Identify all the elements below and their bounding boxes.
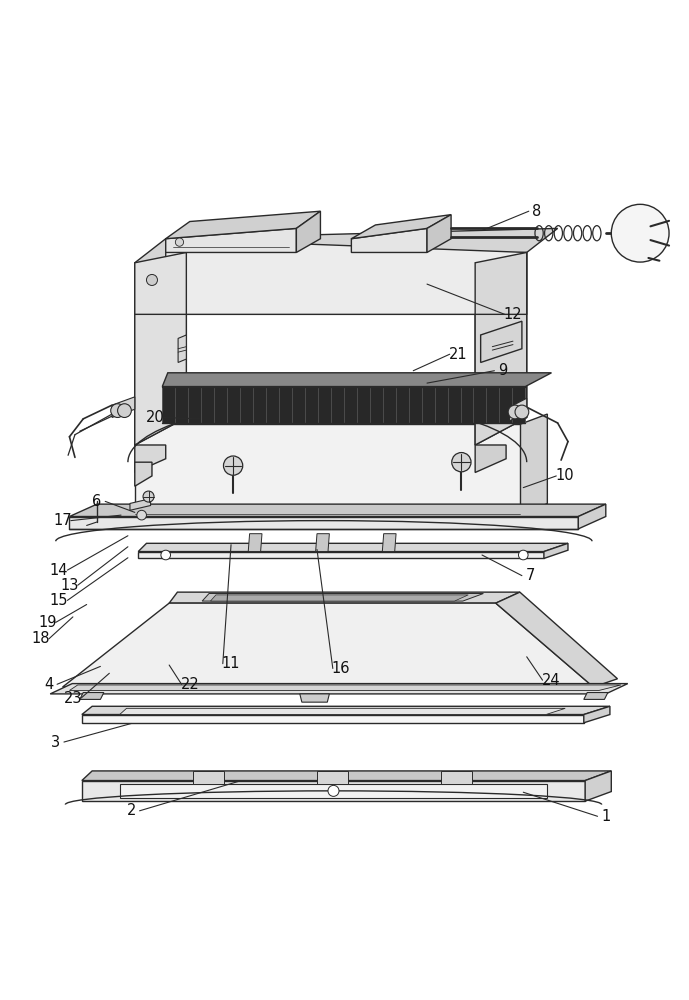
Text: 3: 3 [51, 735, 60, 750]
Polygon shape [166, 228, 296, 252]
Text: 17: 17 [53, 513, 72, 528]
Circle shape [143, 491, 154, 502]
Circle shape [611, 204, 669, 262]
Text: 22: 22 [181, 677, 199, 692]
Polygon shape [135, 252, 526, 314]
Polygon shape [80, 693, 104, 699]
Polygon shape [202, 594, 484, 601]
Polygon shape [135, 462, 152, 486]
Circle shape [328, 785, 339, 796]
Polygon shape [441, 771, 472, 784]
Polygon shape [166, 239, 526, 314]
Polygon shape [163, 387, 525, 423]
Text: 1: 1 [601, 809, 610, 824]
Polygon shape [63, 603, 593, 687]
Polygon shape [578, 504, 606, 529]
Text: 18: 18 [31, 631, 50, 646]
Polygon shape [351, 215, 451, 239]
Polygon shape [481, 321, 522, 362]
Polygon shape [300, 694, 329, 702]
Polygon shape [82, 715, 584, 723]
Polygon shape [510, 398, 526, 421]
Text: 24: 24 [542, 673, 560, 688]
Circle shape [147, 274, 158, 285]
Polygon shape [120, 708, 565, 715]
Text: 6: 6 [92, 494, 101, 509]
Polygon shape [135, 424, 520, 517]
Polygon shape [584, 693, 608, 699]
Polygon shape [475, 445, 506, 472]
Polygon shape [135, 431, 475, 446]
Polygon shape [166, 211, 320, 239]
Circle shape [515, 405, 528, 419]
Text: 15: 15 [50, 593, 68, 608]
Polygon shape [135, 252, 186, 445]
Polygon shape [544, 543, 568, 558]
Circle shape [118, 404, 132, 417]
Circle shape [111, 404, 125, 417]
Text: 21: 21 [449, 347, 467, 362]
Text: 2: 2 [127, 803, 136, 818]
Polygon shape [316, 534, 329, 552]
Polygon shape [248, 534, 262, 552]
Polygon shape [135, 314, 186, 445]
Circle shape [137, 510, 147, 520]
Text: 12: 12 [504, 307, 522, 322]
Polygon shape [520, 414, 547, 517]
Polygon shape [427, 215, 451, 252]
Polygon shape [169, 592, 520, 603]
Polygon shape [70, 685, 621, 690]
Polygon shape [50, 684, 628, 694]
Polygon shape [135, 503, 547, 517]
Polygon shape [496, 592, 617, 687]
Polygon shape [82, 706, 610, 715]
Text: 11: 11 [222, 656, 240, 671]
Text: 8: 8 [533, 204, 542, 219]
Text: 13: 13 [60, 578, 79, 593]
Circle shape [518, 550, 528, 560]
Polygon shape [138, 543, 568, 552]
Polygon shape [112, 397, 135, 417]
Text: 9: 9 [498, 363, 507, 378]
Polygon shape [178, 335, 186, 362]
Text: 4: 4 [44, 677, 54, 692]
Polygon shape [135, 445, 166, 472]
Polygon shape [475, 252, 526, 445]
Polygon shape [82, 771, 611, 781]
Polygon shape [584, 706, 610, 723]
Polygon shape [210, 595, 469, 601]
Text: 10: 10 [555, 468, 574, 483]
Circle shape [223, 456, 243, 475]
Text: 14: 14 [50, 563, 68, 578]
Polygon shape [138, 552, 544, 558]
Polygon shape [585, 771, 611, 801]
Polygon shape [193, 771, 224, 784]
Polygon shape [163, 373, 551, 387]
Text: 7: 7 [526, 568, 535, 583]
Circle shape [508, 405, 522, 419]
Polygon shape [130, 499, 151, 510]
Text: 19: 19 [38, 615, 56, 630]
Text: 23: 23 [63, 691, 82, 706]
Polygon shape [82, 781, 585, 801]
Polygon shape [351, 228, 427, 252]
Text: 16: 16 [332, 661, 350, 676]
Polygon shape [382, 534, 396, 552]
Circle shape [161, 550, 171, 560]
Polygon shape [296, 211, 320, 252]
Polygon shape [70, 517, 578, 529]
Text: 20: 20 [146, 410, 165, 425]
Polygon shape [120, 784, 547, 798]
Polygon shape [475, 314, 526, 445]
Polygon shape [135, 228, 557, 263]
Circle shape [452, 453, 471, 472]
Polygon shape [317, 771, 348, 784]
Polygon shape [70, 504, 606, 517]
Circle shape [175, 238, 183, 246]
